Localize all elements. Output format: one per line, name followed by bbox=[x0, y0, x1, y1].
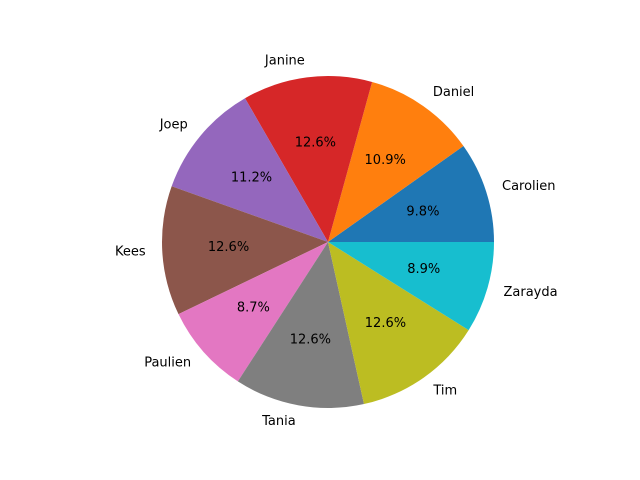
pie-slice-paulien bbox=[178, 242, 328, 382]
slice-label-kees: Kees bbox=[115, 244, 146, 259]
slice-percent-janine: 12.6% bbox=[295, 136, 336, 151]
slice-label-zarayda: Zarayda bbox=[503, 285, 557, 300]
pie-labels: Carolien 9.8% Daniel 10.9% Janine 12.6% Joep 11… bbox=[115, 53, 558, 429]
pie-slice-zarayda bbox=[328, 242, 494, 331]
pie-slice-tim bbox=[328, 242, 469, 405]
slice-percent-paulien: 8.7% bbox=[237, 300, 270, 315]
pie-slice-carolien bbox=[328, 146, 494, 242]
slice-label-paulien: Paulien bbox=[144, 355, 191, 370]
pie-slice-daniel bbox=[328, 81, 464, 243]
pie-slice-kees bbox=[162, 186, 328, 315]
slice-label-daniel: Daniel bbox=[433, 85, 474, 100]
slice-percent-tim: 12.6% bbox=[365, 316, 406, 331]
slice-percent-kees: 12.6% bbox=[208, 240, 249, 255]
slice-percent-tania: 12.6% bbox=[290, 333, 331, 348]
slice-percent-zarayda: 8.9% bbox=[407, 262, 440, 277]
slice-label-tim: Tim bbox=[432, 384, 457, 399]
pie-slice-janine bbox=[245, 75, 373, 243]
slice-label-tania: Tania bbox=[261, 414, 296, 429]
pie-slice-tania bbox=[237, 242, 364, 408]
slice-label-joep: Joep bbox=[159, 118, 188, 133]
slice-percent-daniel: 10.9% bbox=[365, 153, 406, 168]
pie-slice-joep bbox=[171, 98, 328, 243]
pie-slices bbox=[162, 75, 494, 408]
slice-percent-carolien: 9.8% bbox=[406, 204, 439, 219]
slice-percent-joep: 11.2% bbox=[231, 171, 272, 186]
slice-label-carolien: Carolien bbox=[502, 179, 556, 194]
slice-label-janine: Janine bbox=[264, 53, 305, 68]
